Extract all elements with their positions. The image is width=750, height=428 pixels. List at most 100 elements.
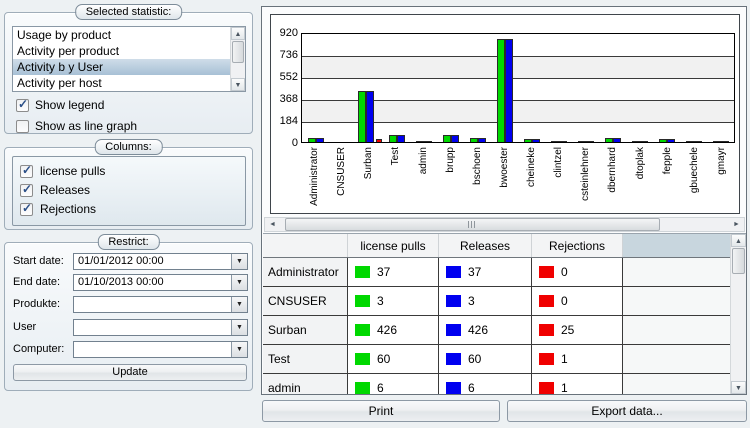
table-vertical-scrollbar[interactable]: ▲ ▼ <box>730 234 746 394</box>
value-cell: 3 <box>439 287 532 315</box>
bar-releases <box>666 139 675 142</box>
filler-cell <box>623 258 746 286</box>
scrollbar-thumb[interactable] <box>285 218 660 231</box>
table-header-name <box>263 234 348 257</box>
row-name-cell: Surban <box>263 316 348 344</box>
value-cell: 1 <box>532 374 623 394</box>
column-checkbox-rejections[interactable]: Rejections <box>20 201 245 216</box>
gridline <box>302 122 734 123</box>
chart-horizontal-scrollbar[interactable]: ◄ ► <box>264 217 745 232</box>
scroll-up-icon[interactable]: ▲ <box>731 234 746 247</box>
dropdown-arrow-icon[interactable]: ▼ <box>231 254 247 269</box>
bar-group-clintzel <box>545 141 572 142</box>
bar-license-pulls <box>442 135 451 142</box>
list-item[interactable]: Usage by product <box>17 28 112 42</box>
value-cell: 60 <box>348 345 439 373</box>
columns-group: Columns: license pulls Releases Rejections <box>4 139 253 230</box>
selected-statistic-group: Selected statistic: Usage by product Acti… <box>4 4 253 134</box>
list-item[interactable]: Activity per product <box>17 44 120 58</box>
x-axis-label: bschoen <box>464 147 491 211</box>
value-cell: 0 <box>532 258 623 286</box>
scroll-up-icon[interactable]: ▲ <box>231 27 245 40</box>
cell-value: 426 <box>377 323 398 337</box>
bar-releases <box>450 135 459 142</box>
show-legend-checkbox[interactable]: Show legend <box>16 97 104 112</box>
x-axis-label-text: Test <box>390 147 402 166</box>
cell-value: 426 <box>468 323 489 337</box>
scroll-down-icon[interactable]: ▼ <box>731 381 746 394</box>
dropdown-arrow-icon[interactable]: ▼ <box>231 275 247 290</box>
table-row-cnsuser[interactable]: CNSUSER 3 3 0 <box>263 287 746 316</box>
color-swatch-icon <box>446 353 461 365</box>
restrict-group: Restrict: Start date: 01/01/2012 00:00 ▼ En… <box>4 234 253 391</box>
scrollbar-thumb[interactable] <box>732 248 745 274</box>
row-name-cell: CNSUSER <box>263 287 348 315</box>
column-checkbox-releases[interactable]: Releases <box>20 182 245 197</box>
x-axis-label-text: Administrator <box>309 147 321 206</box>
table-row-surban[interactable]: Surban 426 426 25 <box>263 316 746 345</box>
list-item[interactable]: Activity per host <box>17 76 102 90</box>
value-cell: 60 <box>439 345 532 373</box>
column-checkbox-label: Rejections <box>40 202 97 216</box>
bar-rejections <box>375 139 382 142</box>
chart-plot-area <box>301 33 735 143</box>
checkbox-icon[interactable] <box>16 119 29 133</box>
scroll-down-icon[interactable]: ▼ <box>231 78 245 91</box>
bar-license-pulls <box>388 135 397 142</box>
color-swatch-icon <box>355 324 370 336</box>
list-item[interactable]: Activity b y User <box>13 59 231 75</box>
checkbox-icon[interactable] <box>20 182 33 197</box>
field-label: End date: <box>13 276 61 288</box>
column-checkbox-license-pulls[interactable]: license pulls <box>20 163 245 178</box>
filler-cell <box>623 287 746 315</box>
bar-license-pulls <box>712 141 721 142</box>
produkte-combobox[interactable]: ▼ <box>73 296 248 313</box>
x-axis-label: cheineke <box>518 147 545 211</box>
computer-combobox[interactable]: ▼ <box>73 341 248 358</box>
y-axis-tick-label: 0 <box>291 137 298 149</box>
value-cell: 3 <box>348 287 439 315</box>
y-axis-tick-label: 368 <box>279 93 298 105</box>
bar-releases <box>504 39 513 142</box>
checkbox-icon[interactable] <box>16 97 29 112</box>
scroll-left-icon[interactable]: ◄ <box>269 221 276 228</box>
user-combobox[interactable]: ▼ <box>73 319 248 336</box>
gridline <box>302 100 734 101</box>
show-as-line-graph-checkbox[interactable]: Show as line graph <box>16 119 137 133</box>
start-date-combobox[interactable]: 01/01/2012 00:00 ▼ <box>73 253 248 270</box>
checkbox-icon[interactable] <box>20 201 33 216</box>
bar-license-pulls <box>685 141 694 142</box>
bar-releases <box>365 91 374 142</box>
table-row-test[interactable]: Test 60 60 1 <box>263 345 746 374</box>
dropdown-arrow-icon[interactable]: ▼ <box>231 320 247 335</box>
combobox-value: 01/01/2012 00:00 <box>78 255 164 267</box>
end-date-combobox[interactable]: 01/10/2013 00:00 ▼ <box>73 274 248 291</box>
color-swatch-icon <box>446 295 461 307</box>
bar-group-gmayr <box>707 141 734 142</box>
statistic-listbox[interactable]: Usage by product Activity per product Acti… <box>12 26 246 92</box>
filler-cell <box>623 316 746 344</box>
bar-group-fepple <box>653 139 680 142</box>
cell-value: 3 <box>468 294 475 308</box>
x-axis-label-text: bwoester <box>498 147 510 188</box>
dropdown-arrow-icon[interactable]: ▼ <box>231 297 247 312</box>
update-button[interactable]: Update <box>13 364 247 381</box>
bar-license-pulls <box>604 138 613 142</box>
x-axis-label: fepple <box>654 147 681 211</box>
checkbox-icon[interactable] <box>20 163 33 178</box>
value-cell: 6 <box>439 374 532 394</box>
export-data-button[interactable]: Export data... <box>507 400 747 422</box>
filler-cell <box>623 374 746 394</box>
scroll-right-icon[interactable]: ► <box>733 221 740 228</box>
y-axis-tick-label: 184 <box>279 115 298 127</box>
scrollbar-thumb[interactable] <box>232 41 244 63</box>
cell-value: 0 <box>561 265 568 279</box>
print-button[interactable]: Print <box>262 400 500 422</box>
x-axis-label-text: CNSUSER <box>336 147 348 196</box>
dropdown-arrow-icon[interactable]: ▼ <box>231 342 247 357</box>
x-axis-label-text: brupp <box>444 147 456 173</box>
statistic-list-scrollbar[interactable]: ▲ ▼ <box>230 27 245 91</box>
table-row-admin[interactable]: admin 6 6 1 <box>263 374 746 394</box>
table-row-administrator[interactable]: Administrator 37 37 0 <box>263 258 746 287</box>
y-axis-tick-label: 920 <box>279 27 298 39</box>
